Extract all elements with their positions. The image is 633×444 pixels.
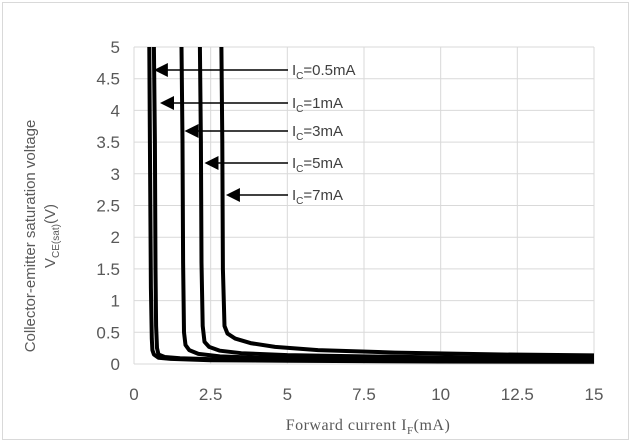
chart-frame: [2, 2, 629, 440]
y-tick-label: 5: [111, 38, 120, 57]
series-annotation-label: IC=1mA: [292, 95, 343, 115]
y-tick-label: 3: [111, 165, 120, 184]
x-tick-labels: 0 2.5 5 7.5 10 12.5 15: [129, 385, 603, 404]
y-tick-label: 4: [111, 101, 120, 120]
y-tick-label: 1: [111, 292, 120, 311]
x-tick-label: 10: [431, 385, 450, 404]
series-annotation-label: IC=5mA: [292, 155, 343, 175]
y-tick-label: 1.5: [96, 260, 120, 279]
y-tick-label: 0: [111, 355, 120, 374]
x-tick-label: 7.5: [352, 385, 376, 404]
x-tick-label: 2.5: [199, 385, 223, 404]
series-line: [179, 46, 595, 363]
y-axis-title: Collector-emitter saturation voltage VCE…: [22, 120, 62, 353]
x-axis-title: Forward current IF(mA): [286, 417, 451, 437]
series-annotation-label: IC=0.5mA: [292, 62, 356, 82]
y-axis-title-line2: VCE(sat)(V): [42, 204, 62, 268]
arrow-head: [225, 188, 240, 202]
arrow-head: [153, 63, 168, 77]
annotation-arrows: [153, 63, 288, 202]
x-tick-label: 15: [585, 385, 604, 404]
series-annotation-label: IC=7mA: [292, 187, 343, 207]
y-tick-label: 3.5: [96, 133, 120, 152]
series-annotation-label: IC=3mA: [292, 123, 343, 143]
x-tick-label: 12.5: [501, 385, 534, 404]
annotation-labels: IC=0.5mA IC=1mA IC=3mA IC=5mA IC=7mA: [292, 62, 356, 207]
y-tick-label: 0.5: [96, 323, 120, 342]
gridlines: [133, 46, 595, 365]
x-tick-label: 5: [283, 385, 292, 404]
series-line: [219, 46, 595, 358]
arrow-head: [160, 96, 174, 110]
series-curves: [147, 46, 595, 364]
y-tick-label: 2: [111, 228, 120, 247]
series-line: [197, 46, 595, 361]
y-tick-labels: 0 0.5 1 1.5 2 2.5 3 3.5 4 4.5 5: [96, 38, 120, 374]
y-tick-label: 4.5: [96, 70, 120, 89]
y-axis-title-line1: Collector-emitter saturation voltage: [22, 120, 39, 353]
x-tick-label: 0: [129, 385, 138, 404]
y-tick-label: 2.5: [96, 197, 120, 216]
arrow-head: [204, 156, 219, 170]
arrow-head: [184, 124, 199, 138]
series-line: [147, 46, 595, 364]
